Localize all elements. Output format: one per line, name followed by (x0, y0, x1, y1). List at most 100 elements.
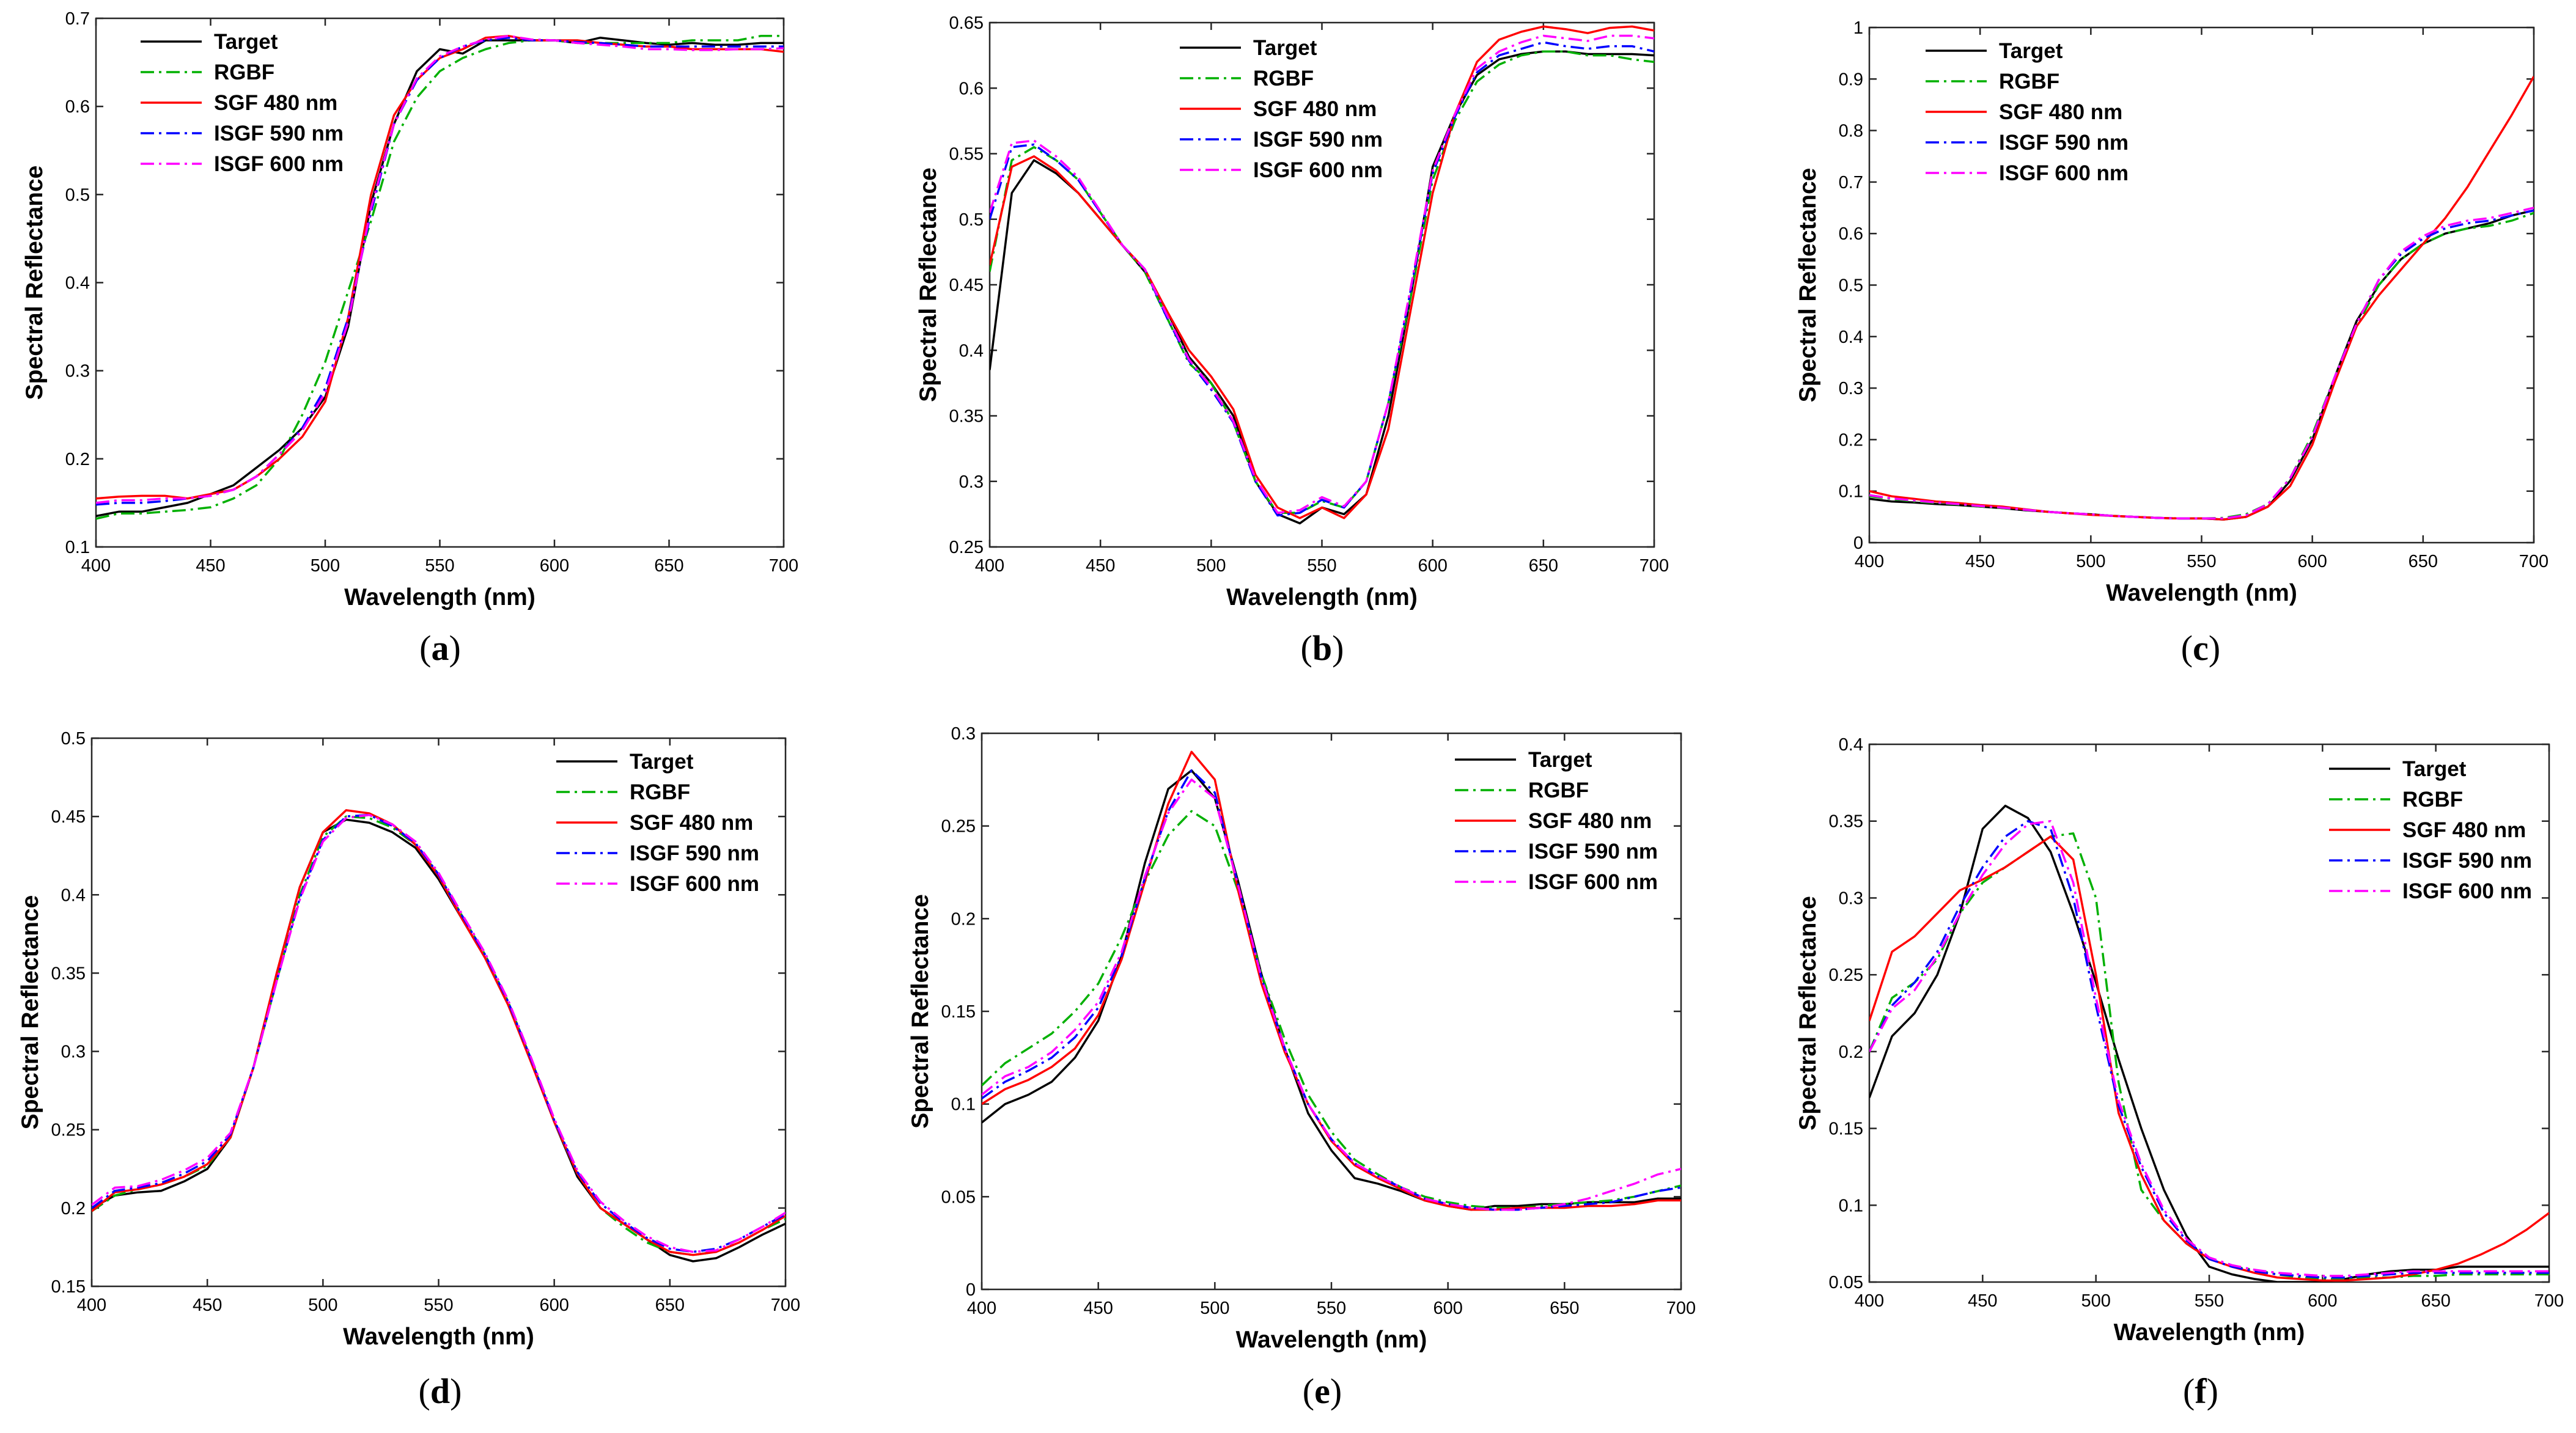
legend-label: ISGF 590 nm (1253, 128, 1383, 152)
legend: Target RGBF SGF 480 nm ISGF 590 nm ISGF 600 … (1926, 39, 2129, 185)
chart-panel-f: 400 450 500 550 600 650 700 0.05 0.1 0.15 0.2 0.25 0… (1795, 735, 2564, 1411)
series-line-rgbf (990, 50, 1654, 514)
series-lines (92, 809, 786, 1263)
x-tick-label: 700 (771, 1296, 800, 1315)
legend-label: RGBF (630, 780, 690, 804)
x-tick-label: 500 (1200, 1299, 1229, 1318)
y-tick-label: 0 (1853, 533, 1863, 553)
series-lines (990, 25, 1654, 525)
y-tick-label: 0.3 (1839, 889, 1863, 908)
x-tick-label: 600 (1418, 556, 1447, 576)
x-tick-label: 550 (2187, 552, 2216, 571)
y-tick-label: 0.6 (959, 79, 984, 98)
x-tick-label: 700 (2519, 552, 2548, 571)
series-line-isgf-590-nm (990, 41, 1654, 517)
y-tick-label: 0.5 (65, 185, 90, 205)
y-tick-label: 0.25 (949, 538, 984, 557)
series-line-rgbf (982, 810, 1681, 1209)
series-line-isgf-600-nm (990, 34, 1654, 514)
chart-panel-b: 400 450 500 550 600 650 700 0.25 0.3 0.35 0.4 0.45 0… (915, 13, 1669, 668)
chart-panel-a: 400 450 500 550 600 650 700 0.1 0.2 0.3 0.4 0.5 0.6 0… (21, 9, 798, 668)
x-tick-label: 500 (311, 556, 340, 576)
legend-label: ISGF 600 nm (214, 152, 344, 176)
x-tick-label: 450 (1965, 552, 1995, 571)
y-tick-label: 0.2 (65, 450, 90, 469)
y-tick-label: 0.4 (959, 341, 984, 361)
y-tick-label: 0.1 (951, 1095, 976, 1115)
legend-label: ISGF 600 nm (1528, 870, 1658, 894)
y-tick-label: 0.9 (1839, 70, 1863, 89)
y-tick-label: 0.4 (1839, 328, 1863, 347)
legend-label: RGBF (2402, 788, 2463, 812)
y-axis-label: Spectral Reflectance (1795, 896, 1821, 1131)
legend-label: SGF 480 nm (2402, 818, 2526, 842)
plot-frame (981, 732, 1682, 1291)
y-tick-label: 0.25 (51, 1121, 86, 1140)
y-tick-label: 0.1 (1839, 482, 1863, 502)
chart-panel-e: 400 450 500 550 600 650 700 0 0.05 0.1 0.15 0.2 0.25… (907, 724, 1696, 1411)
x-tick-label: 500 (2076, 552, 2105, 571)
series-line-isgf-590-nm (1869, 819, 2549, 1279)
legend-label: ISGF 600 nm (2402, 879, 2532, 903)
y-tick-label: 0.6 (65, 97, 90, 117)
series-lines (982, 750, 1681, 1211)
legend-label: RGBF (1528, 779, 1589, 802)
y-tick-label: 0.2 (1839, 1043, 1863, 1062)
legend-label: Target (1999, 39, 2063, 63)
y-axis-label: Spectral Reflectance (17, 895, 43, 1130)
x-tick-label: 650 (655, 1296, 685, 1315)
x-tick-label: 400 (77, 1296, 106, 1315)
y-tick-label: 0.3 (951, 724, 976, 744)
legend-label: SGF 480 nm (1528, 809, 1652, 833)
plot-frame (1868, 743, 2550, 1283)
x-axis-label: Wavelength (nm) (1226, 584, 1418, 610)
panel-caption: (d) (419, 1371, 462, 1411)
legend-label: Target (1253, 36, 1317, 60)
x-tick-label: 700 (2534, 1291, 2564, 1311)
plot-frame (90, 737, 787, 1288)
chart-panel-d: 400 450 500 550 600 650 700 0.15 0.2 0.25 0.3 0.35 0… (17, 729, 800, 1411)
x-tick-label: 650 (2421, 1291, 2450, 1311)
legend-label: SGF 480 nm (1999, 100, 2122, 124)
x-axis-label: Wavelength (nm) (1236, 1327, 1427, 1353)
legend: Target RGBF SGF 480 nm ISGF 590 nm ISGF 600 … (556, 750, 759, 896)
legend-label: ISGF 600 nm (1999, 161, 2129, 185)
y-axis-label: Spectral Reflectance (907, 894, 933, 1129)
series-line-target (92, 818, 786, 1263)
x-tick-label: 500 (1196, 556, 1226, 576)
series-lines (1869, 76, 2534, 521)
x-tick-label: 550 (1317, 1299, 1346, 1318)
y-tick-label: 0.25 (941, 817, 976, 837)
series-line-isgf-600-nm (982, 779, 1681, 1211)
y-tick-label: 0.4 (1839, 735, 1863, 755)
legend-label: ISGF 590 nm (214, 122, 344, 145)
y-tick-label: 0.6 (1839, 224, 1863, 244)
y-tick-label: 0.3 (61, 1043, 86, 1062)
y-tick-label: 0.45 (949, 276, 984, 295)
y-tick-label: 0.4 (65, 274, 90, 293)
series-line-rgbf (96, 35, 784, 520)
y-tick-label: 0.45 (51, 807, 86, 827)
y-tick-label: 0.7 (1839, 173, 1863, 192)
x-tick-label: 450 (1968, 1291, 1997, 1311)
legend-label: Target (630, 750, 694, 774)
y-axis-label: Spectral Reflectance (21, 166, 48, 400)
y-tick-label: 0.7 (65, 9, 90, 29)
plot-frame (95, 17, 785, 548)
y-tick-label: 0.3 (1839, 379, 1863, 398)
x-tick-label: 700 (1639, 556, 1669, 576)
y-tick-label: 0.4 (61, 885, 86, 905)
x-tick-label: 650 (1550, 1299, 1579, 1318)
legend: Target RGBF SGF 480 nm ISGF 590 nm ISGF 600 … (1455, 748, 1658, 894)
y-tick-label: 0.1 (65, 538, 90, 557)
legend-label: RGBF (1999, 70, 2059, 93)
series-lines (96, 35, 784, 520)
x-tick-label: 650 (2409, 552, 2438, 571)
panel-caption: (b) (1301, 628, 1344, 668)
x-tick-label: 400 (1855, 1291, 1884, 1311)
x-tick-label: 600 (539, 1296, 569, 1315)
legend-label: Target (2402, 757, 2467, 781)
y-axis-label: Spectral Reflectance (915, 167, 941, 402)
x-tick-label: 600 (1433, 1299, 1462, 1318)
y-tick-label: 0.55 (949, 145, 984, 164)
